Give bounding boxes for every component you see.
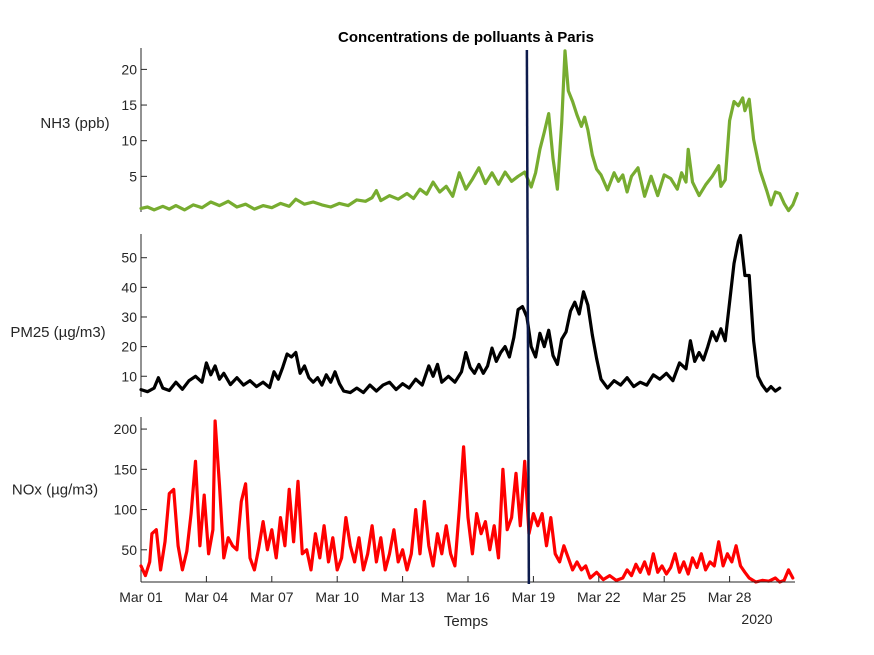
y-tick-label: 20 xyxy=(121,61,137,77)
y-tick-label: 200 xyxy=(114,421,138,437)
panel-3: 50 100 150 200 NOx (µg/m3) xyxy=(12,417,795,584)
panels: 5 10 15 20 NH3 (ppb) 10 20 30 40 50 PM25 (µg/m3) 50… xyxy=(10,48,799,584)
x-axis: Mar 01 Mar 04 Mar 07 Mar 10 Mar 13 Mar 16 Mar … xyxy=(119,576,795,605)
x-tick-label: Mar 16 xyxy=(446,589,490,605)
y-tick-label: 100 xyxy=(114,502,138,518)
x-tick-label: Mar 01 xyxy=(119,589,163,605)
panel-1: 5 10 15 20 NH3 (ppb) xyxy=(40,48,799,213)
x-axis-year-label: 2020 xyxy=(741,611,772,627)
x-tick-label: Mar 10 xyxy=(315,589,359,605)
y-tick-label: 5 xyxy=(129,168,137,184)
x-axis-label: Temps xyxy=(444,613,488,630)
y-tick-label: 150 xyxy=(114,461,138,477)
y-tick-label: 40 xyxy=(121,279,137,295)
x-tick-label: Mar 25 xyxy=(642,589,686,605)
y-tick-label: 15 xyxy=(121,97,137,113)
y-tick-label: 10 xyxy=(121,133,137,149)
x-tick-label: Mar 22 xyxy=(577,589,621,605)
y-tick-label: 20 xyxy=(121,339,137,355)
event-vertical-line xyxy=(525,49,531,585)
chart-title: Concentrations de polluants à Paris xyxy=(338,29,594,46)
series-line xyxy=(139,233,782,395)
x-tick-label: Mar 04 xyxy=(185,589,229,605)
x-tick-label: Mar 13 xyxy=(381,589,425,605)
series-line xyxy=(139,49,799,213)
panel-2: 10 20 30 40 50 PM25 (µg/m3) xyxy=(10,233,782,397)
y-tick-label: 50 xyxy=(121,250,137,266)
series-line xyxy=(139,419,795,584)
y-tick-label: 10 xyxy=(121,368,137,384)
x-tick-label: Mar 19 xyxy=(512,589,556,605)
x-tick-label: Mar 07 xyxy=(250,589,294,605)
x-tick-label: Mar 28 xyxy=(708,589,752,605)
y-tick-label: 50 xyxy=(121,542,137,558)
y-axis-label: PM25 (µg/m3) xyxy=(10,324,105,341)
y-tick-label: 30 xyxy=(121,309,137,325)
y-axis-label: NOx (µg/m3) xyxy=(12,481,98,498)
y-axis-label: NH3 (ppb) xyxy=(40,115,109,132)
